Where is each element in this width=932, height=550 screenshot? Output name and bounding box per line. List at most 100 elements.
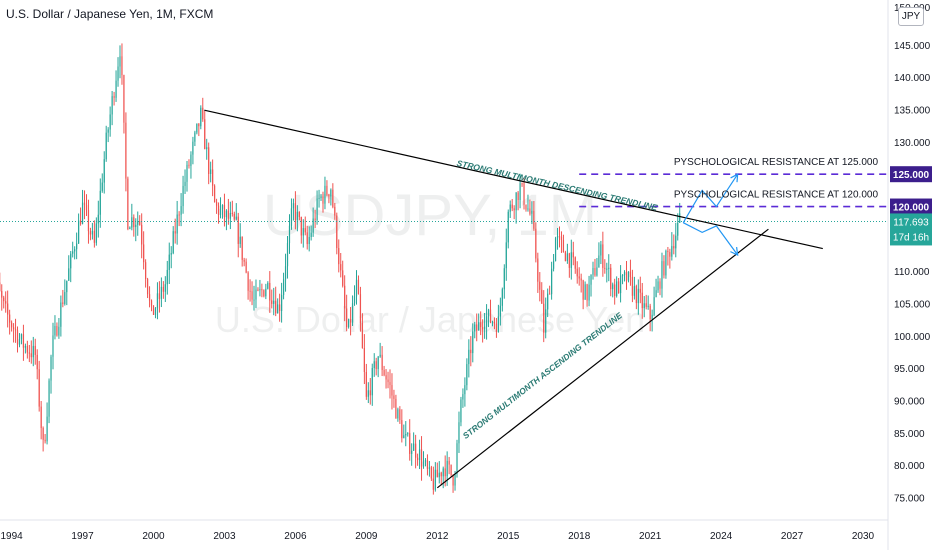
- candle-body: [397, 409, 399, 419]
- candle-body: [50, 356, 52, 381]
- candle-body: [74, 249, 76, 252]
- candle-body: [12, 327, 15, 330]
- candle-body: [543, 303, 545, 333]
- candle-body: [206, 147, 208, 150]
- candle-body: [286, 243, 289, 267]
- candle-body: [269, 282, 271, 301]
- candle-body: [446, 460, 448, 477]
- candle-body: [592, 268, 594, 275]
- candle-body: [535, 228, 537, 259]
- candle-body: [277, 304, 279, 314]
- candle-body: [556, 235, 559, 239]
- candle-body: [294, 203, 297, 220]
- candle-body: [509, 204, 511, 212]
- candle-body: [257, 289, 259, 291]
- x-tick-label: 2021: [639, 531, 662, 542]
- candle-body: [36, 354, 38, 370]
- candle-body: [233, 213, 235, 220]
- candle-body: [54, 325, 56, 336]
- candle-body: [52, 335, 54, 357]
- candle-body: [552, 261, 555, 269]
- candle-body: [235, 216, 237, 220]
- candle-body: [133, 217, 135, 228]
- candle-body: [259, 289, 261, 291]
- candle-body: [245, 261, 247, 273]
- x-axis-labels[interactable]: 1994 1997 2000 2003 2006 2009 2012 2015 2018 2021…: [0, 531, 874, 542]
- candle-body: [237, 216, 239, 244]
- scenario-path-1: [682, 173, 739, 223]
- candle-body: [320, 196, 322, 198]
- candle-body: [600, 244, 602, 256]
- scenario-arrowhead-2: [730, 247, 739, 257]
- candle-body: [229, 212, 231, 219]
- candle-body: [79, 220, 82, 224]
- candle-body: [568, 253, 570, 268]
- candle-body: [34, 345, 36, 355]
- x-tick-label: 2000: [142, 531, 165, 542]
- candle-body: [610, 267, 612, 290]
- candle-body: [357, 279, 360, 295]
- candle-body: [572, 252, 574, 258]
- currency-badge[interactable]: JPY: [898, 7, 924, 26]
- candle-body: [38, 369, 40, 407]
- candle-body: [401, 420, 403, 439]
- candle-body: [58, 326, 60, 336]
- candle-body: [673, 246, 675, 249]
- candle-body: [454, 474, 456, 486]
- candle-body: [282, 279, 285, 296]
- candle-body: [517, 192, 519, 200]
- candle-body: [608, 267, 610, 269]
- candle-body: [466, 364, 468, 386]
- candle-body: [95, 223, 97, 243]
- candle-body: [62, 302, 64, 304]
- scenario-path-2: [682, 222, 739, 256]
- candle-body: [107, 129, 109, 133]
- candle-body: [89, 231, 92, 235]
- candle-body: [247, 272, 249, 291]
- candle-body: [580, 278, 582, 281]
- y-axis-labels[interactable]: 145.000 140.000 135.000 130.000 110.000 105.0…: [894, 41, 931, 505]
- candle-body: [667, 250, 669, 253]
- candle-body: [468, 349, 470, 365]
- candle-body: [460, 399, 462, 423]
- candle-body: [346, 308, 348, 328]
- candle-body: [531, 210, 533, 214]
- candle-body: [221, 204, 224, 209]
- candle-body: [545, 309, 547, 333]
- candle-body: [77, 220, 80, 244]
- candle-body: [377, 356, 379, 370]
- price-badges: 125.000 120.000 117.693 17d 16h: [890, 166, 932, 246]
- candle-body: [436, 469, 438, 478]
- y-tick-label: 145.000: [894, 41, 931, 52]
- candle-body: [619, 275, 622, 294]
- candle-body: [422, 461, 425, 467]
- candle-body: [663, 261, 665, 276]
- candle-body: [385, 375, 387, 380]
- candle-body: [308, 236, 310, 245]
- candle-body: [109, 114, 111, 130]
- watermark-name: U.S. Dollar / Japanese Yen: [215, 299, 645, 340]
- candle-body: [101, 182, 103, 191]
- candle-body: [113, 96, 115, 98]
- y-tick-label: 140.000: [894, 73, 931, 84]
- candle-body: [588, 284, 590, 301]
- candle-body: [223, 204, 226, 218]
- candle-body: [330, 189, 332, 197]
- candle-body: [645, 303, 647, 307]
- candle-body: [367, 390, 369, 397]
- candle-body: [324, 185, 326, 204]
- x-tick-label: 2003: [213, 531, 236, 542]
- candle-body: [243, 259, 245, 262]
- candle-body: [166, 269, 168, 285]
- candle-body: [383, 370, 385, 376]
- drawings[interactable]: [0, 109, 888, 489]
- candle-body: [302, 228, 304, 236]
- candle-body: [365, 371, 367, 397]
- candle-body: [671, 246, 673, 257]
- candle-body: [434, 469, 436, 490]
- scenario-arrowhead-1: [730, 173, 739, 183]
- candle-body: [452, 475, 454, 486]
- candle-body: [344, 285, 346, 309]
- candle-body: [409, 433, 411, 454]
